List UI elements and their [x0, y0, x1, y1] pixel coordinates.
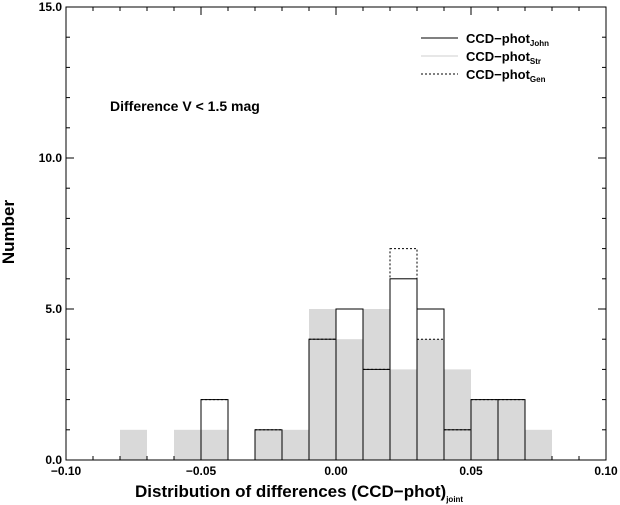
x-axis-title: Distribution of differences (CCD−phot)jo…: [135, 482, 463, 504]
bar-str-5: [309, 309, 336, 460]
x-tick-label: −0.05: [186, 464, 217, 478]
bar-str-6: [336, 339, 363, 460]
x-tick-label: −0.10: [51, 464, 82, 478]
x-axis-title-main: Distribution of differences (CCD−phot): [135, 482, 446, 501]
bar-str-8: [390, 369, 417, 460]
bar-str-11: [471, 399, 498, 460]
annotation-text: Difference V < 1.5 mag: [110, 98, 260, 114]
y-tick-label: 0.0: [45, 453, 62, 467]
y-tick-label: 10.0: [39, 151, 63, 165]
x-tick-label: 0.10: [594, 464, 618, 478]
bar-str-10: [444, 369, 471, 460]
bar-gen-7: [443, 429, 472, 461]
x-axis-title-sub: joint: [445, 495, 463, 504]
legend-label-john: CCD−photJohn: [466, 31, 549, 48]
bar-str-12: [498, 399, 525, 460]
x-tick-label: 0.00: [324, 464, 348, 478]
y-tick-label: 5.0: [45, 302, 62, 316]
bar-str-3: [255, 429, 282, 460]
bar-str-7: [363, 309, 390, 460]
y-tick-label: 15.0: [39, 0, 63, 14]
bar-str-1: [174, 429, 201, 460]
filled-bars-str: [120, 309, 552, 460]
y-axis-title: Number: [0, 200, 18, 265]
x-tick-label: 0.05: [459, 464, 483, 478]
bar-str-13: [525, 429, 552, 460]
legend-label-gen: CCD−photGen: [466, 67, 546, 84]
legend-label-str: CCD−photStr: [466, 49, 541, 66]
bar-gen-3: [335, 308, 364, 461]
bar-str-4: [282, 429, 309, 460]
bar-str-2: [201, 429, 228, 460]
axis-ticks: −0.10 −0.05 0.00 0.05 0.10 0.0 5.0 10.0 15.0: [39, 0, 618, 478]
bar-gen-4: [362, 368, 391, 461]
bar-str-9: [417, 339, 444, 460]
bar-str-0: [120, 429, 147, 460]
bar-gen-1: [254, 429, 283, 461]
